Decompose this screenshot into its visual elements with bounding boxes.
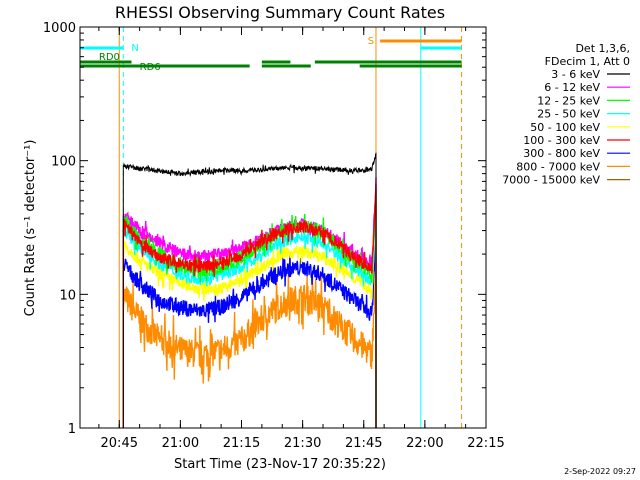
- x-axis: 20:45 21:00 21:15 21:30 21:45 22:00 22:15: [98, 27, 505, 451]
- legend-label: 800 - 7000 keV: [516, 160, 600, 173]
- series-line: [122, 196, 377, 428]
- legend-label: 25 - 50 keV: [537, 108, 600, 121]
- series-line: [122, 152, 377, 428]
- x-tick-label: 22:15: [467, 436, 504, 451]
- x-tick-label: 20:45: [101, 436, 138, 451]
- series-line: [122, 270, 377, 428]
- legend-label: 300 - 800 keV: [523, 147, 600, 160]
- status-bar-label: RD0: [99, 52, 120, 63]
- footer-date: 2-Sep-2022 09:27: [564, 467, 636, 476]
- x-tick-label: 21:00: [162, 436, 199, 451]
- series-line: [122, 184, 377, 428]
- y-tick-label: 10: [59, 288, 76, 303]
- x-tick-label: 21:45: [345, 436, 382, 451]
- x-tick-label: 21:30: [284, 436, 321, 451]
- series-line: [122, 215, 377, 428]
- y-tick-label: 1000: [43, 21, 76, 36]
- series-line: [122, 233, 377, 428]
- status-bar-label: N: [131, 43, 138, 54]
- y-tick-label: 100: [51, 155, 76, 170]
- status-bar-label: RD6: [140, 62, 161, 73]
- plot-frame: [79, 26, 487, 429]
- y-axis-label: Count Rate (s⁻¹ detector⁻¹): [23, 140, 38, 317]
- x-axis-label: Start Time (23-Nov-17 20:35:22): [174, 457, 386, 472]
- x-tick-label: 22:00: [406, 436, 443, 451]
- legend-label: 3 - 6 keV: [551, 68, 600, 81]
- legend-label: 12 - 25 keV: [537, 94, 600, 107]
- legend-label: 6 - 12 keV: [544, 81, 600, 94]
- legend-header: Det 1,3,6,: [575, 42, 630, 55]
- status-bar-label: S: [368, 36, 374, 47]
- x-tick-label: 21:15: [223, 436, 260, 451]
- plot-area: N S RD0 RD6: [79, 27, 463, 428]
- legend-label: 100 - 300 keV: [523, 134, 600, 147]
- legend-label: 7000 - 15000 keV: [502, 174, 600, 187]
- chart-title: RHESSI Observing Summary Count Rates: [115, 3, 445, 22]
- legend-header: FDecim 1, Att 0: [545, 55, 630, 68]
- y-axis: 1 10 100 1000: [43, 21, 486, 437]
- y-tick-label: 1: [68, 422, 76, 437]
- legend-label: 50 - 100 keV: [530, 121, 600, 134]
